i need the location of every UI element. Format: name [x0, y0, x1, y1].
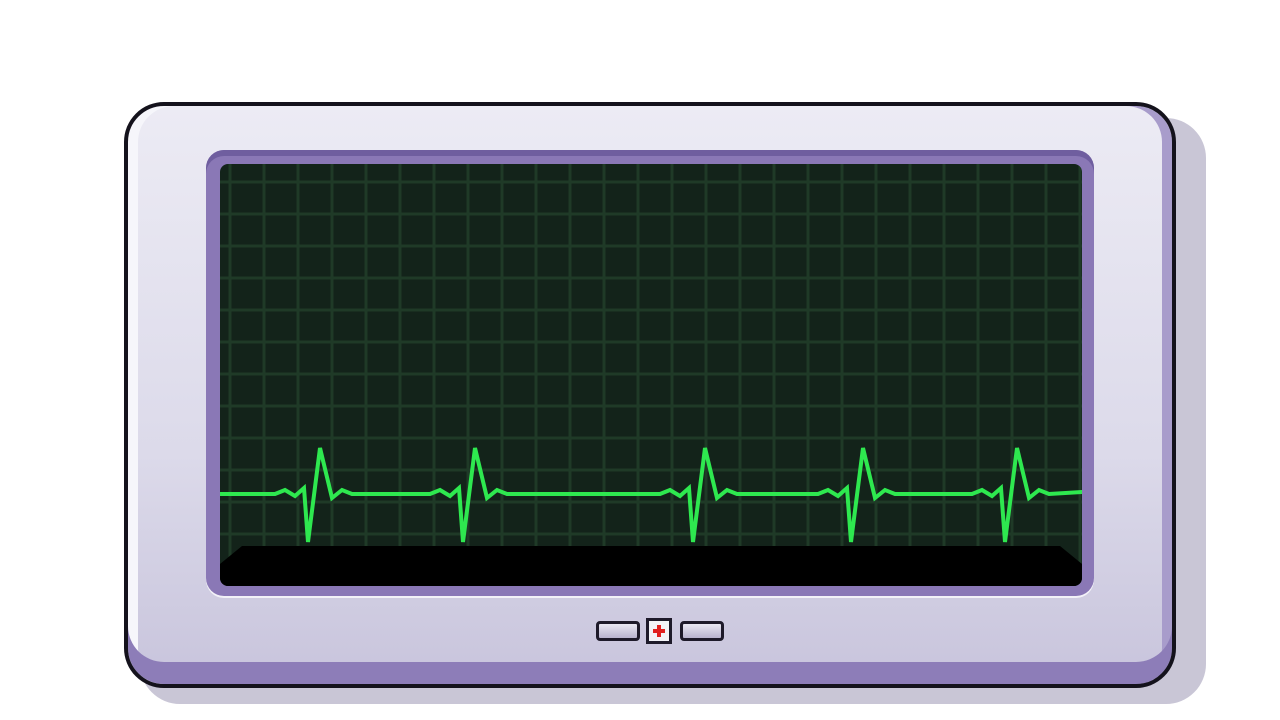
ecg-trace	[220, 447, 1082, 543]
left-control-button[interactable]	[596, 621, 640, 641]
monitor-controls	[596, 618, 726, 646]
medical-cross-icon[interactable]	[646, 618, 672, 644]
right-control-button[interactable]	[680, 621, 724, 641]
screen-floor-shadow	[220, 546, 1082, 586]
ecg-screen	[220, 164, 1082, 586]
ecg-display	[220, 164, 1082, 586]
screen-grid	[220, 164, 1082, 586]
